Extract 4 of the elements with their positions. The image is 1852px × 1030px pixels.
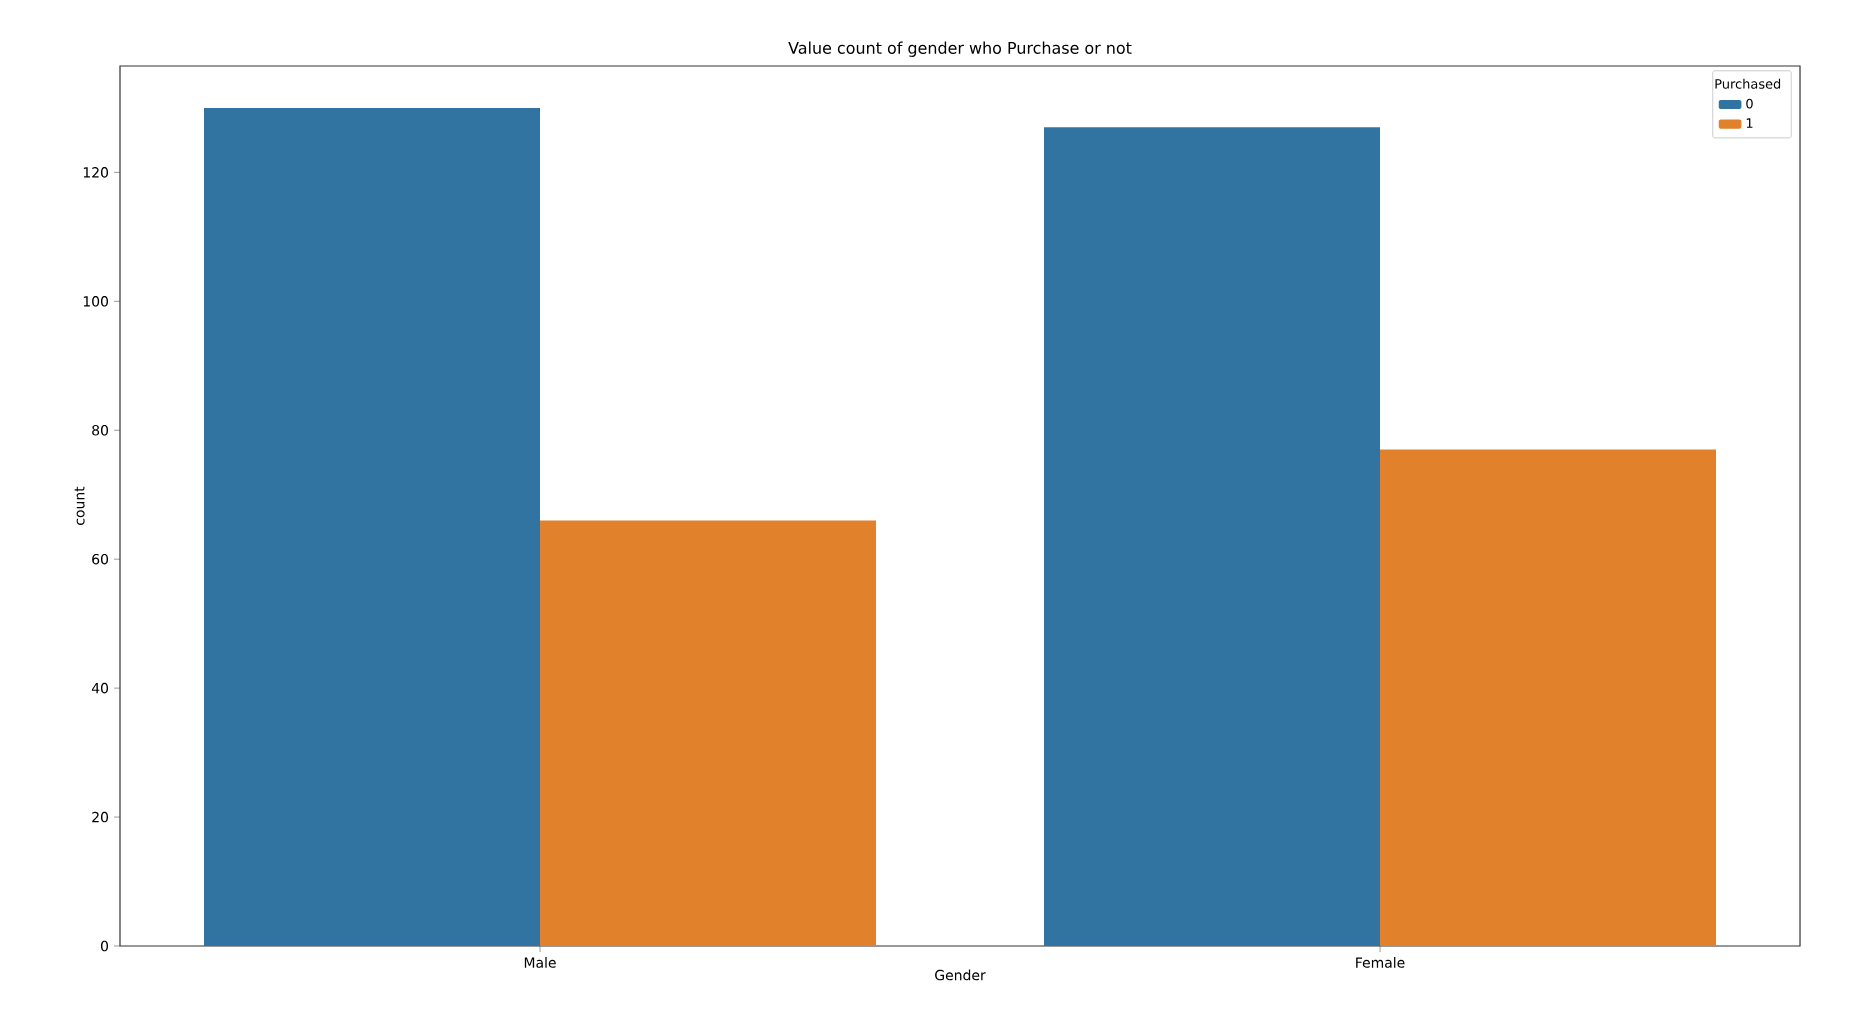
- bar: [204, 107, 541, 946]
- bar: [1380, 449, 1717, 946]
- bar: [1044, 127, 1381, 946]
- bar: [540, 520, 877, 946]
